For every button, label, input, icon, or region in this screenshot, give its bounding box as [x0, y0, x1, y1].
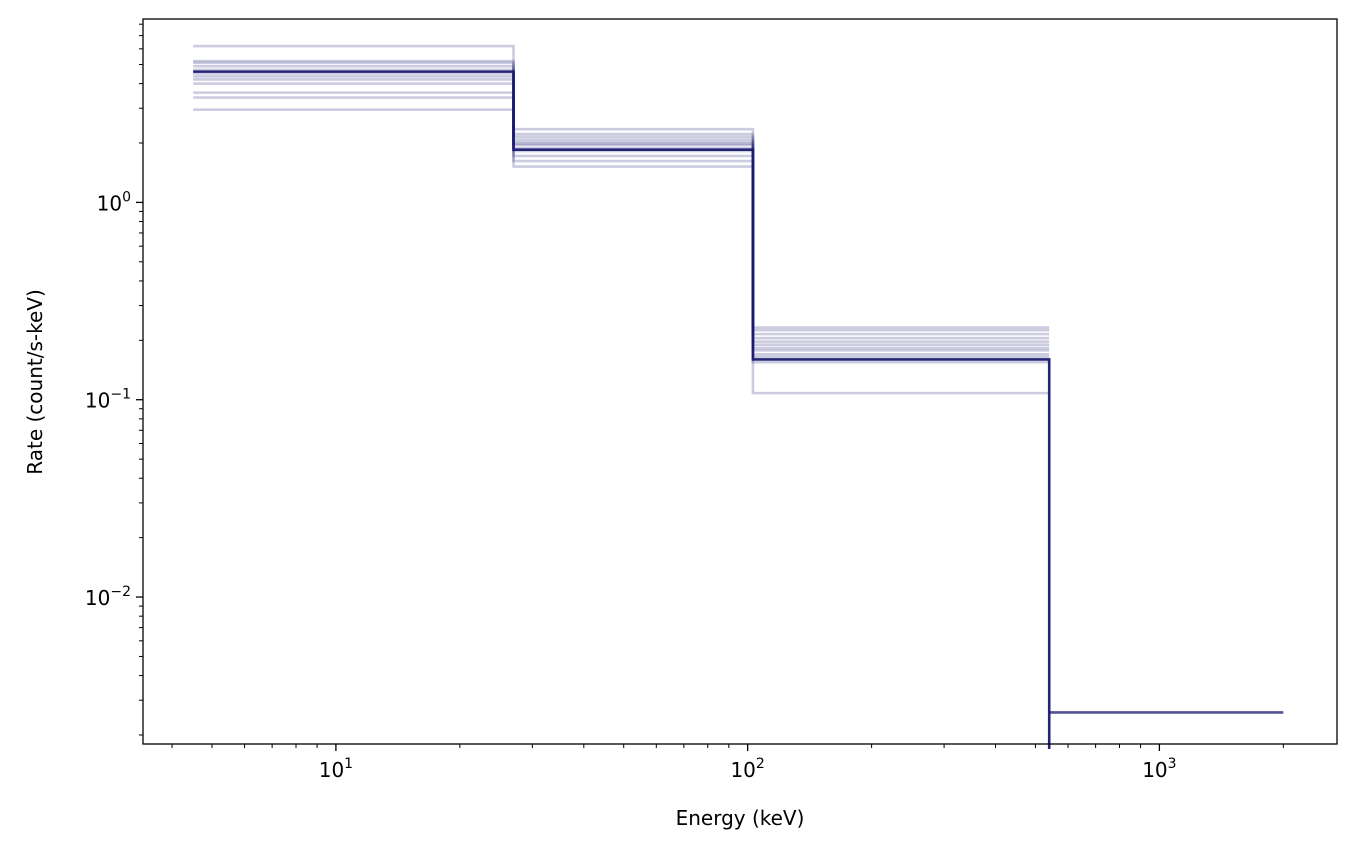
y-tick-label: 100 — [97, 189, 131, 215]
x-tick-label: 101 — [319, 756, 353, 782]
model-spectrum — [193, 70, 1284, 749]
sample-spectrum-line — [193, 75, 1050, 329]
model-spectrum-line — [193, 70, 1051, 749]
y-axis-label: Rate (count/s-keV) — [23, 289, 47, 474]
x-tick-label: 103 — [1142, 756, 1176, 782]
sample-spectrum-line — [193, 68, 1050, 343]
y-axis-ticks: 100 10−1 10−2 — [85, 23, 143, 736]
sample-spectra — [193, 44, 1050, 395]
sample-spectrum-line — [193, 59, 1050, 332]
sample-spectrum-line — [193, 82, 1050, 352]
sample-spectrum-line — [193, 96, 1050, 359]
sample-spectrum-line — [193, 108, 1050, 364]
y-tick-label: 10−2 — [85, 584, 131, 610]
x-tick-label: 102 — [730, 756, 764, 782]
sample-spectrum-line — [193, 78, 1050, 350]
sample-spectrum-line — [193, 64, 1050, 340]
plot-frame — [142, 18, 1338, 745]
sample-spectrum-line — [193, 44, 1050, 395]
x-axis-label: Energy (keV) — [676, 806, 805, 830]
sample-spectrum-line — [193, 91, 1050, 356]
sample-spectrum-line — [193, 61, 1050, 336]
x-axis-ticks: 101 102 103 — [171, 744, 1284, 782]
y-tick-label: 10−1 — [85, 387, 131, 413]
sample-spectrum-line — [193, 72, 1050, 347]
